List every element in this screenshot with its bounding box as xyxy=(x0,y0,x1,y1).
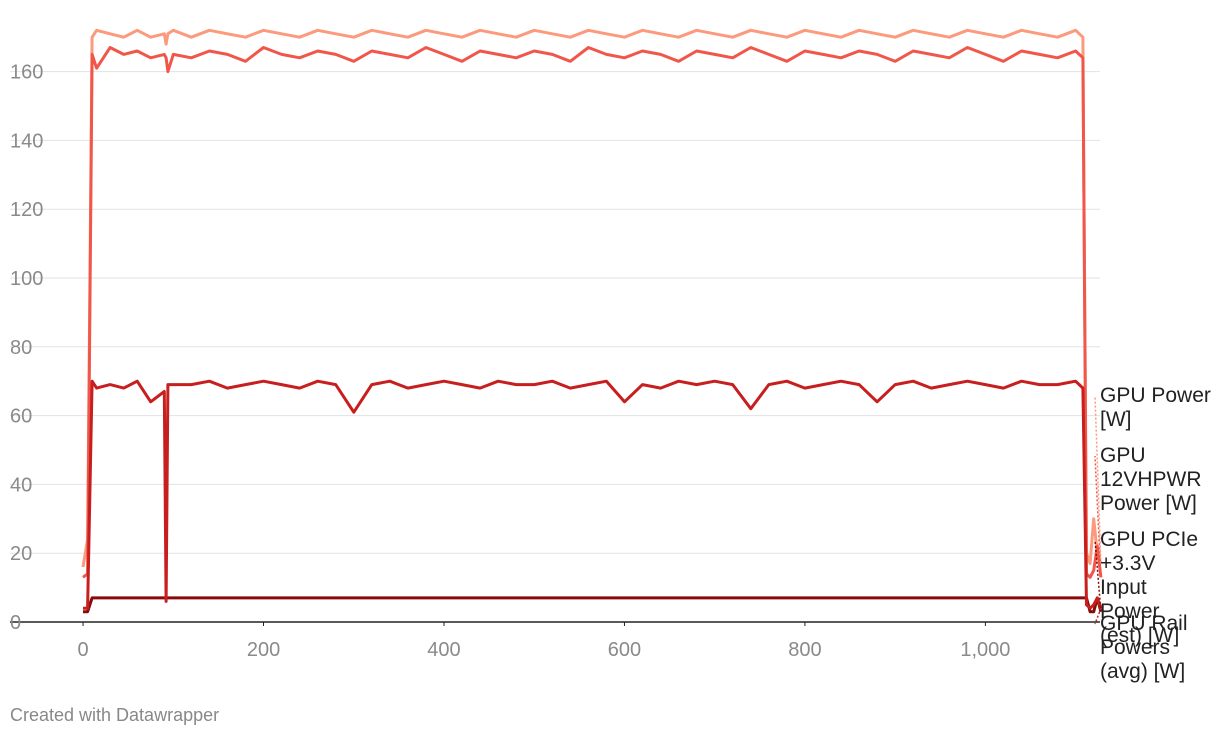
line xyxy=(82,46,1103,579)
y-tick-label: 40 xyxy=(10,474,32,496)
label-leader xyxy=(1094,607,1102,625)
line xyxy=(83,379,1103,610)
x-tick-label: 1,000 xyxy=(960,639,1010,661)
x-tick-label: 400 xyxy=(427,639,460,661)
label-leader xyxy=(1094,455,1102,578)
y-tick-label: 60 xyxy=(10,406,32,428)
y-tick-label: 80 xyxy=(10,337,32,359)
series-label: GPU PCIe +3.3V Input Power (est) [W] xyxy=(1100,528,1198,647)
y-tick-label: 140 xyxy=(10,130,43,152)
y-tick-label: 120 xyxy=(10,199,43,221)
y-tick-label: 160 xyxy=(10,62,43,84)
footer: Created with Datawrapper xyxy=(10,705,219,725)
line xyxy=(81,28,1103,568)
y-tick-label: 100 xyxy=(10,268,43,290)
series-label: GPU 12VHPWR Power [W] xyxy=(1100,444,1202,515)
x-tick-label: 800 xyxy=(788,639,821,661)
line xyxy=(83,596,1103,614)
series-label: GPU Power [W] xyxy=(1100,384,1211,431)
x-tick-label: 0 xyxy=(77,639,88,661)
x-tick-label: 200 xyxy=(247,639,280,661)
y-tick-label: 0 xyxy=(10,612,21,634)
series-label: GPU Rail Powers (avg) [W] xyxy=(1100,612,1188,683)
y-tick-label: 20 xyxy=(10,543,32,565)
x-tick-label: 600 xyxy=(608,639,641,661)
